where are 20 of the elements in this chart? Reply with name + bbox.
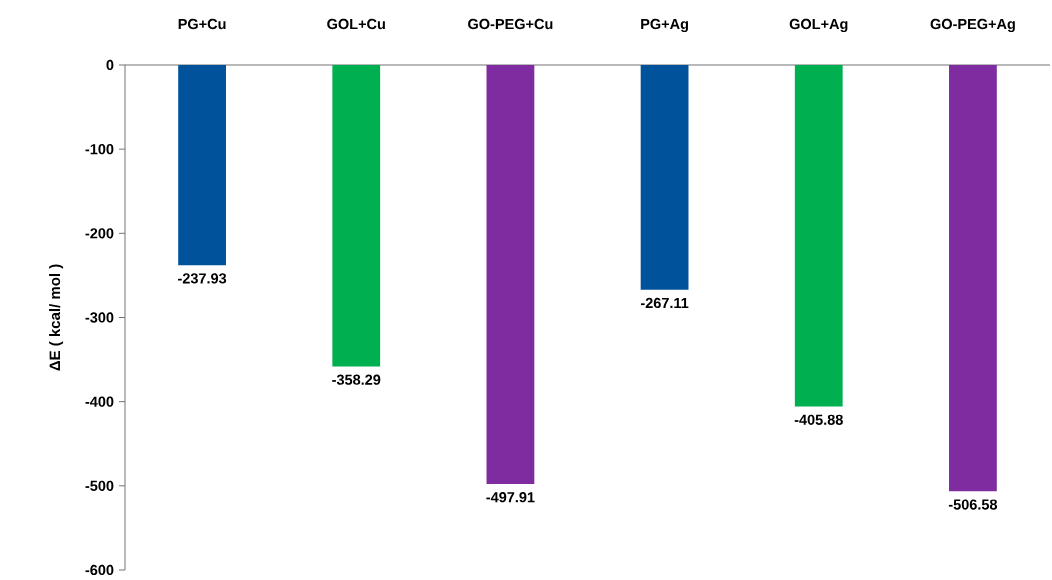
- data-label: -237.93: [178, 273, 227, 284]
- data-label: -497.91: [486, 492, 535, 503]
- y-tick-label: -300: [85, 312, 114, 323]
- x-tick-label: PG+Cu: [178, 18, 226, 30]
- x-tick-label: GOL+Ag: [789, 18, 848, 33]
- x-tick-label: GO-PEG+Ag: [930, 18, 1015, 33]
- x-tick-label: GO-PEG+Cu: [468, 18, 553, 30]
- data-label: -405.88: [794, 414, 843, 425]
- x-tick-label: PG+Ag: [641, 18, 688, 33]
- y-tick-label: -200: [85, 228, 114, 239]
- data-label: -267.11: [640, 297, 689, 309]
- y-tick-label: 0: [106, 59, 114, 71]
- y-tick-label: -100: [85, 144, 114, 155]
- x-tick-label: GOL+Cu: [327, 18, 385, 30]
- y-axis-title: ΔE ( kcal/ mol ): [49, 264, 64, 371]
- data-label: -506.58: [948, 499, 998, 510]
- y-tick-label: -400: [85, 396, 114, 407]
- y-tick-label: -500: [85, 480, 114, 491]
- y-tick-label: -600: [85, 564, 114, 576]
- data-label: -358.29: [332, 374, 381, 385]
